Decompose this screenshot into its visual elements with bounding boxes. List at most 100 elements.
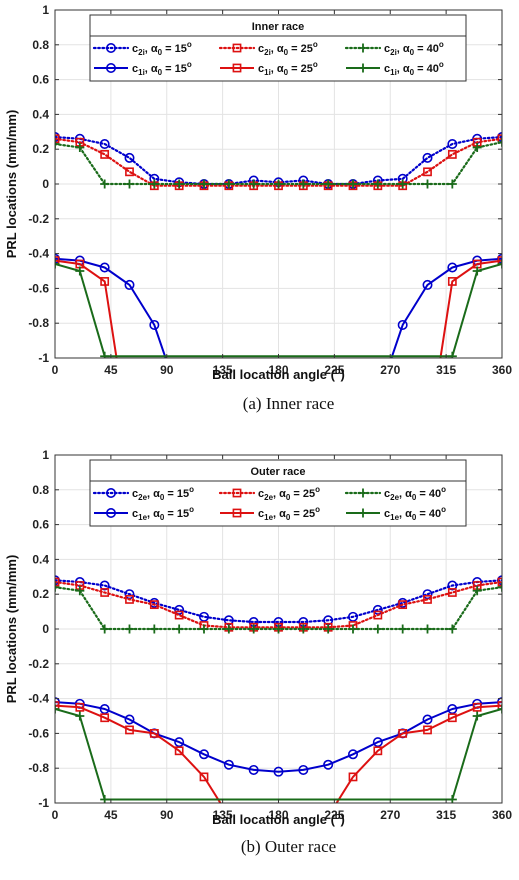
data-point [99,704,110,715]
data-point [174,624,184,634]
data-point [423,179,432,189]
legend-marker [232,508,242,518]
x-tick-label: 225 [324,363,344,377]
data-point [75,702,85,712]
legend-entry: c2i, α0 = 25o [218,40,318,57]
data-point [447,624,457,634]
legend-label: c2i, α0 = 25o [258,40,318,57]
data-point [100,713,110,723]
legend-entry: c2e, α0 = 25o [218,485,320,502]
y-tick-label: 0.2 [32,142,49,156]
data-point [323,759,334,770]
y-tick-label: 1 [42,448,49,462]
data-point [100,588,110,597]
data-point [248,764,259,775]
x-tick-label: 315 [436,808,456,822]
series-1e-15 [55,697,502,777]
data-point [124,279,135,290]
legend-title: Inner race [252,21,305,33]
y-tick-label: 0.8 [32,38,49,52]
x-tick-label: 225 [324,808,344,822]
data-point [174,610,184,620]
data-point [298,764,309,775]
y-axis-label: PRL locations (mm/mm) [4,555,19,704]
x-tick-label: 135 [213,808,233,822]
x-tick-label: 0 [52,808,59,822]
legend-label: c2e, α0 = 40o [384,485,446,502]
x-tick-label: 180 [268,363,288,377]
y-tick-label: -0.4 [28,247,49,261]
x-tick-label: 90 [160,808,174,822]
legend-entry: c1e, α0 = 25o [220,505,320,522]
data-point [249,179,259,189]
data-point [423,167,432,177]
data-point [423,595,432,604]
data-point [55,139,60,149]
data-point [100,179,110,189]
y-tick-label: -0.6 [28,281,49,295]
data-point [149,179,159,189]
legend-marker [106,62,117,73]
data-point [373,179,383,189]
data-point [497,582,502,592]
data-point [398,600,408,610]
data-point [55,259,60,269]
data-point [472,586,482,596]
x-tick-label: 270 [380,363,400,377]
legend-marker [358,43,368,53]
data-point [174,604,185,615]
data-point [447,150,457,159]
legend-marker [106,42,117,53]
data-point [348,624,358,634]
legend-marker [106,507,117,518]
legend-entry: c2i, α0 = 40o [344,40,444,57]
data-point [199,624,209,634]
data-point [373,610,383,620]
y-tick-label: -0.2 [28,212,49,226]
data-point [397,319,408,330]
legend-entry: c1i, α0 = 15o [94,60,192,77]
chart-panel-1: 0 45 90 135 180 225 270 315 360 -1 -0.8 -0.6 -0.4 -0.… [4,3,512,413]
data-point [100,351,110,358]
data-point [447,277,457,286]
legend-entry: c1i, α0 = 25o [220,60,318,77]
legend-label: c1e, α0 = 25o [258,505,320,522]
x-tick-label: 360 [492,808,512,822]
legend-marker [232,43,242,53]
data-point [274,624,283,634]
x-axis-label: Ball location angle (o) [212,811,345,827]
legend-entry: c1e, α0 = 15o [94,505,194,522]
chart-panel-2: 0 45 90 135 180 225 270 315 360 -1 -0.8 -0.6 -0.4 -0.… [4,448,512,856]
legend-box [89,459,467,527]
legend-box [89,14,467,82]
legend-entry: c1i, α0 = 40o [346,60,444,77]
legend-label: c1i, α0 = 25o [258,60,318,77]
data-point [125,595,134,604]
data-point [199,179,209,189]
legend-marker [358,488,368,498]
data-point [348,772,358,782]
x-tick-label: 135 [213,363,233,377]
data-point [347,749,358,760]
legend: Inner race c2i, α0 = 15o c2i, α0 = 25o c2i,… [89,14,467,82]
data-point [472,266,482,276]
series-line [55,701,502,773]
data-layer [55,575,502,803]
data-point [99,138,110,149]
legend: Outer race c2e, α0 = 15o c2e, α0 = 25o c2e,… [89,459,467,527]
data-point [447,588,457,597]
data-point [472,702,482,712]
data-point [100,150,110,159]
x-tick-label: 270 [380,808,400,822]
legend-entry: c1e, α0 = 40o [346,505,446,522]
data-point [199,772,209,782]
data-point [323,179,333,189]
y-tick-label: 0 [42,177,49,191]
data-point [149,319,160,330]
figure-caption: (a) Inner race [243,394,335,413]
data-point [398,728,408,738]
data-point [125,624,134,634]
data-point [447,138,458,149]
data-point [447,580,458,591]
data-point [100,624,110,634]
